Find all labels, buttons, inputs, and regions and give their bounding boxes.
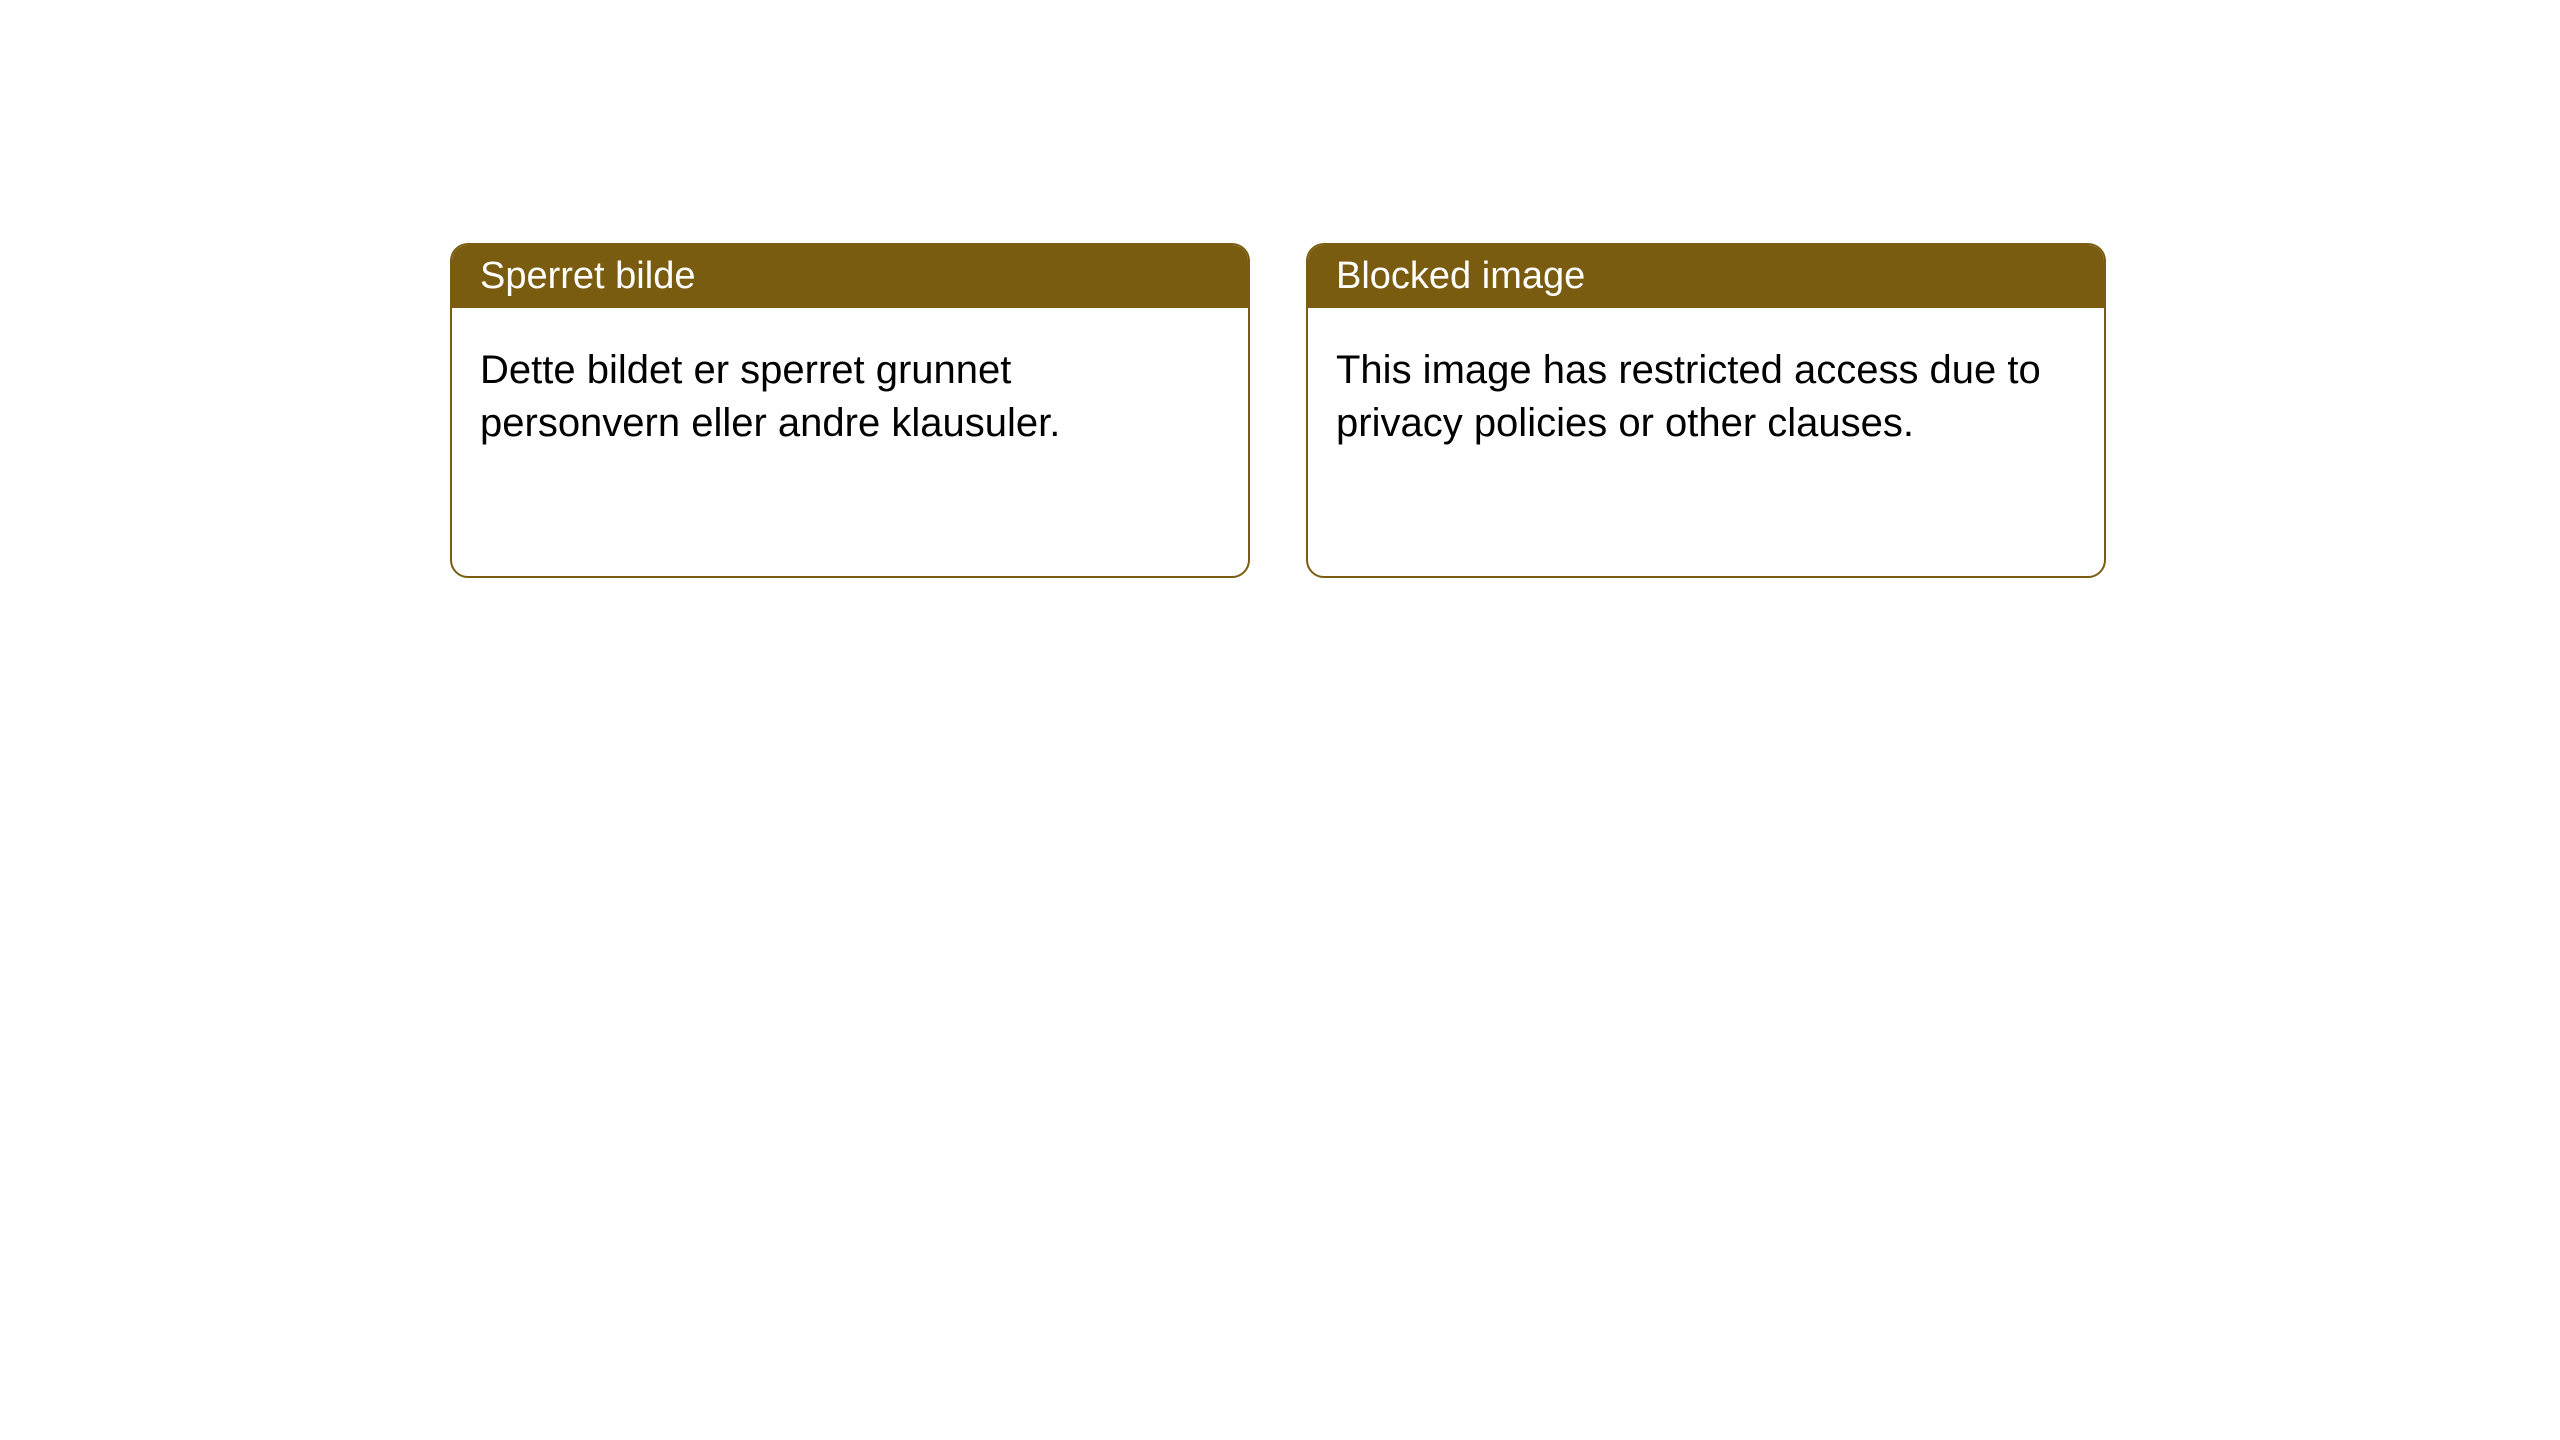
- card-body-en: This image has restricted access due to …: [1308, 308, 2104, 486]
- card-body-no: Dette bildet er sperret grunnet personve…: [452, 308, 1248, 486]
- card-header-no: Sperret bilde: [452, 245, 1248, 308]
- card-header-en: Blocked image: [1308, 245, 2104, 308]
- cards-container: Sperret bilde Dette bildet er sperret gr…: [450, 243, 2106, 578]
- blocked-image-card-en: Blocked image This image has restricted …: [1306, 243, 2106, 578]
- blocked-image-card-no: Sperret bilde Dette bildet er sperret gr…: [450, 243, 1250, 578]
